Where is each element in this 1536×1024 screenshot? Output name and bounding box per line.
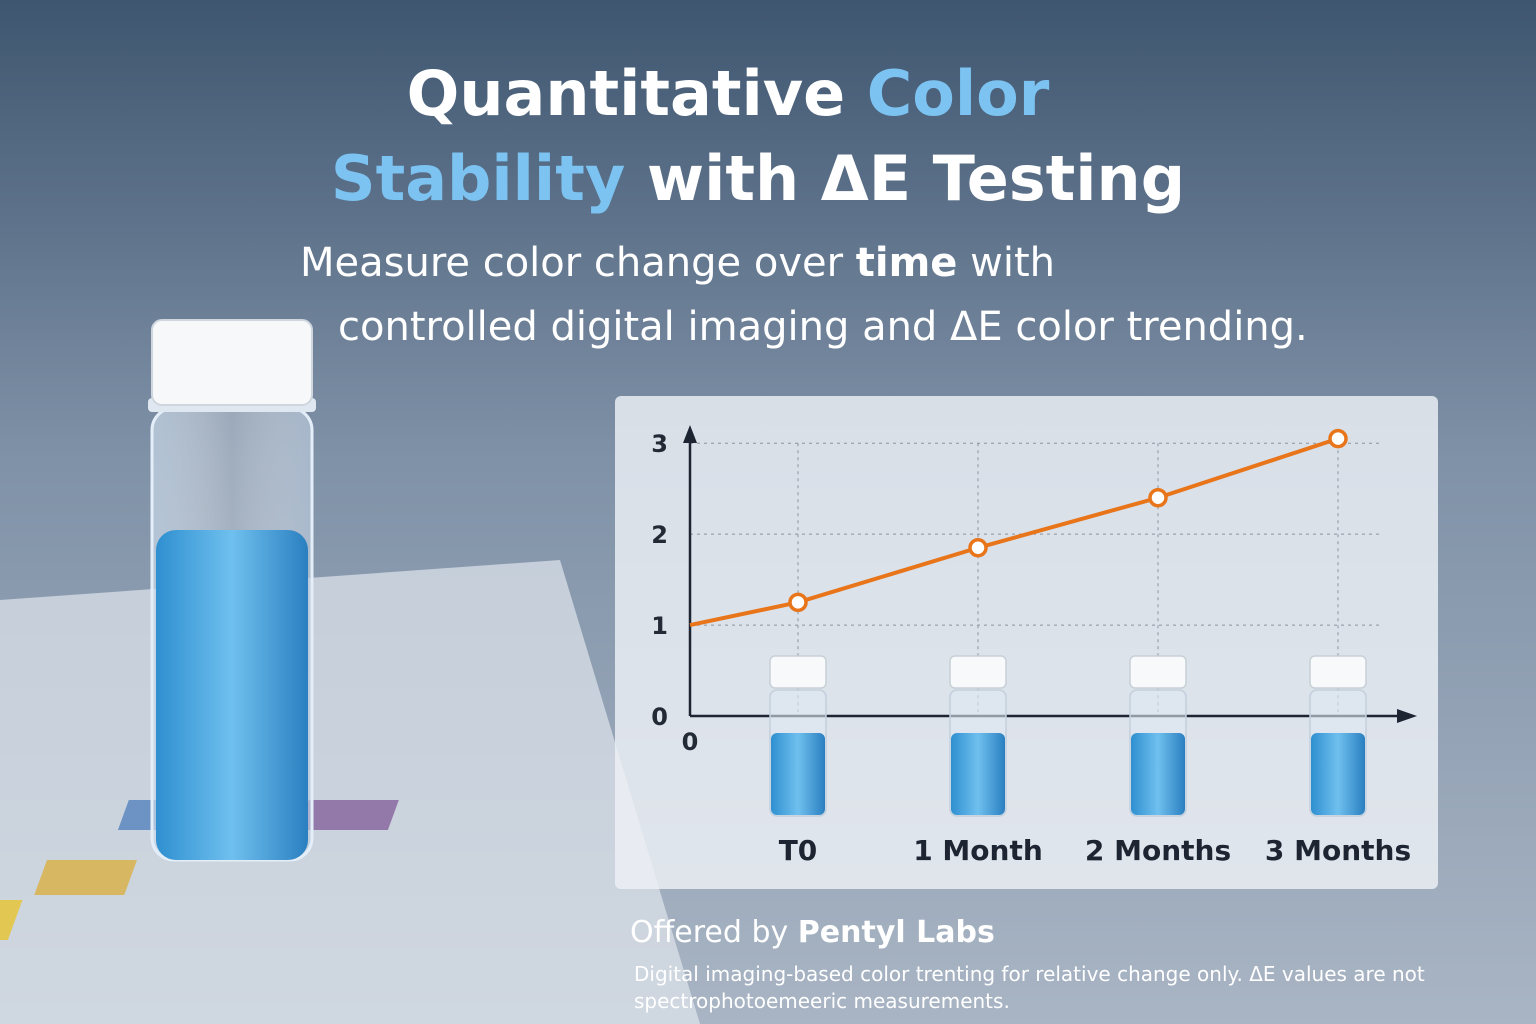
point	[1148, 488, 1168, 508]
y-tick-label: 2	[651, 521, 668, 549]
title-part: Quantitative	[407, 57, 846, 130]
vial-liquid	[1311, 733, 1365, 815]
y-axis-arrow	[683, 425, 697, 443]
y-tick-label: 0	[651, 703, 668, 731]
x-axis-arrow	[1397, 709, 1417, 723]
plot: 0 1 2 3 0 T0 1 Month 2 Months 3 Months	[651, 425, 1417, 867]
sample-vial	[769, 655, 827, 817]
title-line-2: Stability with ΔE Testing	[331, 142, 1185, 215]
sample-vial	[1129, 655, 1187, 817]
point	[1328, 428, 1348, 449]
subtitle-line-1: Measure color change over time with	[300, 240, 1055, 286]
y-tick-label: 1	[651, 612, 668, 640]
subtitle-line-2: controlled digital imaging and ΔE color …	[338, 304, 1308, 350]
footer-part: Offered by	[630, 915, 788, 950]
vial-liquid	[1131, 733, 1185, 815]
disclaimer-line: spectrophotoemeeric measurements.	[634, 989, 1010, 1013]
title-part: with ΔE Testing	[647, 142, 1185, 215]
vial-cap	[949, 655, 1007, 689]
title-accent: Stability	[331, 142, 625, 215]
vial-cap	[1129, 655, 1187, 689]
brand: Pentyl Labs	[798, 915, 995, 950]
x-tick-label: 2 Months	[1085, 834, 1231, 867]
point	[968, 538, 988, 558]
x-tick-label: 1 Month	[913, 834, 1043, 867]
title-line-1: Quantitative Color	[407, 57, 1050, 130]
footer-offered: Offered by Pentyl Labs	[630, 915, 995, 950]
x-tick-label: 0	[682, 728, 699, 756]
x-tick-label: 3 Months	[1265, 834, 1411, 867]
subtitle-emphasis: time	[856, 240, 958, 286]
y-tick-label: 3	[651, 430, 668, 458]
disclaimer-line: Digital imaging-based color trenting for…	[634, 962, 1425, 986]
subtitle-part: with	[970, 240, 1055, 286]
vial-liquid	[771, 733, 825, 815]
point	[788, 592, 808, 613]
title-accent: Color	[867, 57, 1050, 130]
vial-liquid	[951, 733, 1005, 815]
vial-cap	[769, 655, 827, 689]
vial-cap	[1309, 655, 1367, 689]
subtitle-part: Measure color change over	[300, 240, 844, 286]
x-tick-label: T0	[779, 834, 818, 867]
sample-vial	[949, 655, 1007, 817]
big-vial	[148, 319, 316, 862]
sample-vial	[1309, 655, 1367, 817]
